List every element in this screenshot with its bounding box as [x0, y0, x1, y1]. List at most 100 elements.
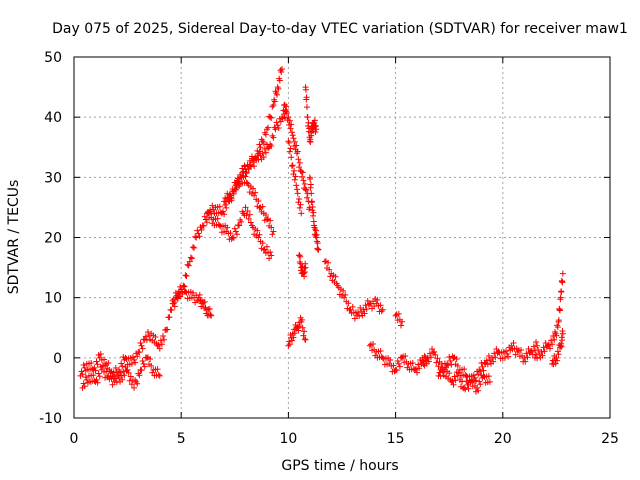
data-point: [228, 195, 235, 202]
data-point: [301, 328, 308, 335]
data-point: [82, 374, 89, 381]
data-point: [207, 208, 214, 215]
data-point: [435, 363, 442, 370]
data-point: [467, 378, 474, 385]
data-point: [269, 231, 276, 238]
data-point: [222, 202, 229, 209]
data-point: [289, 162, 296, 169]
data-point: [101, 356, 108, 363]
data-point: [446, 354, 453, 361]
data-point: [485, 373, 492, 380]
data-point: [301, 273, 308, 280]
data-point: [462, 386, 469, 393]
data-point: [304, 114, 311, 121]
data-point: [184, 261, 191, 268]
data-point: [283, 110, 290, 117]
data-point: [553, 332, 560, 339]
data-point: [523, 350, 530, 357]
data-point: [281, 111, 288, 118]
data-point: [379, 306, 386, 313]
data-point: [81, 383, 88, 390]
data-point: [157, 337, 164, 344]
data-point: [251, 163, 258, 170]
x-tick-label: 15: [387, 431, 405, 447]
data-point: [170, 296, 177, 303]
data-point: [203, 210, 210, 217]
data-point: [83, 376, 90, 383]
data-point: [144, 328, 151, 335]
data-point: [395, 360, 402, 367]
data-point: [99, 363, 106, 370]
data-point: [514, 348, 521, 355]
data-point: [341, 294, 348, 301]
data-point: [521, 354, 528, 361]
y-tick-label: 30: [44, 170, 62, 186]
data-point: [534, 355, 541, 362]
data-point: [461, 366, 468, 373]
data-point: [451, 373, 458, 380]
data-point: [223, 204, 230, 211]
data-point: [293, 142, 300, 149]
data-point: [287, 145, 294, 152]
y-axis-title: SDTVAR / TECUs: [6, 180, 22, 295]
data-point: [191, 244, 198, 251]
data-point: [143, 337, 150, 344]
y-tick-label: 20: [44, 231, 62, 247]
data-point: [425, 358, 432, 365]
data-point: [278, 114, 285, 121]
data-point: [295, 156, 302, 163]
data-point: [256, 148, 263, 155]
data-point: [464, 381, 471, 388]
data-point: [557, 294, 564, 301]
data-point: [103, 368, 110, 375]
data-point: [142, 333, 149, 340]
data-point: [465, 385, 472, 392]
data-point: [136, 349, 143, 356]
data-point: [195, 230, 202, 237]
data-point: [259, 240, 266, 247]
data-point: [268, 224, 275, 231]
data-point: [296, 164, 303, 171]
data-point: [121, 372, 128, 379]
data-point: [483, 357, 490, 364]
data-point: [220, 208, 227, 215]
data-point: [265, 124, 272, 131]
data-point: [286, 148, 293, 155]
data-point: [112, 365, 119, 372]
data-point: [222, 194, 229, 201]
data-point: [230, 234, 237, 241]
data-point: [187, 254, 194, 261]
data-point: [309, 204, 316, 211]
data-point: [247, 219, 254, 226]
data-point: [524, 354, 531, 361]
data-point: [419, 357, 426, 364]
data-point: [315, 246, 322, 253]
data-point: [412, 365, 419, 372]
y-tick-label: 0: [53, 351, 62, 367]
data-point: [534, 342, 541, 349]
data-point: [510, 339, 517, 346]
data-point: [409, 360, 416, 367]
data-point: [243, 179, 250, 186]
data-point: [112, 375, 119, 382]
data-point: [415, 361, 422, 368]
data-point: [291, 138, 298, 145]
x-tick-labels: 0 5 10 15 20 25: [70, 431, 619, 447]
data-point: [221, 211, 228, 218]
data-point: [392, 312, 399, 319]
data-point: [132, 359, 139, 366]
data-point: [303, 94, 310, 101]
data-point: [242, 204, 249, 211]
data-point: [434, 355, 441, 362]
data-point: [556, 307, 563, 314]
data-point: [461, 384, 468, 391]
data-point: [166, 314, 173, 321]
data-point: [522, 358, 529, 365]
data-point: [311, 117, 318, 124]
data-point: [463, 372, 470, 379]
data-point: [553, 354, 560, 361]
data-point: [202, 216, 209, 223]
data-point: [94, 379, 101, 386]
data-point: [480, 372, 487, 379]
data-point: [301, 336, 308, 343]
